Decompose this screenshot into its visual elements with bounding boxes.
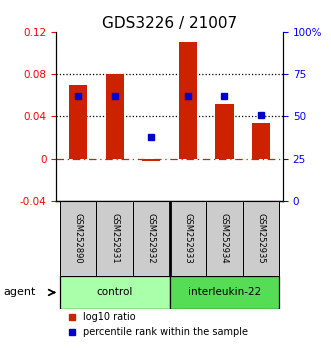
Text: log10 ratio: log10 ratio <box>83 312 136 322</box>
Text: GSM252934: GSM252934 <box>220 213 229 264</box>
Bar <box>243 201 279 275</box>
Text: interleukin-22: interleukin-22 <box>188 287 261 297</box>
Bar <box>133 201 169 275</box>
Text: agent: agent <box>3 287 36 297</box>
Text: GSM252932: GSM252932 <box>147 213 156 264</box>
Bar <box>169 275 279 309</box>
Bar <box>142 159 161 161</box>
Bar <box>106 74 124 159</box>
Bar <box>69 85 87 159</box>
Bar <box>179 42 197 159</box>
Text: GSM252933: GSM252933 <box>183 213 192 264</box>
Bar <box>97 201 133 275</box>
Bar <box>169 201 206 275</box>
Text: GSM252935: GSM252935 <box>257 213 265 264</box>
Text: control: control <box>97 287 133 297</box>
Bar <box>60 275 170 309</box>
Text: GSM252890: GSM252890 <box>74 213 83 264</box>
Bar <box>252 123 270 159</box>
Text: percentile rank within the sample: percentile rank within the sample <box>83 327 249 337</box>
Title: GDS3226 / 21007: GDS3226 / 21007 <box>102 16 237 31</box>
Text: GSM252931: GSM252931 <box>110 213 119 264</box>
Bar <box>206 201 243 275</box>
Bar <box>60 201 97 275</box>
Bar <box>215 104 234 159</box>
